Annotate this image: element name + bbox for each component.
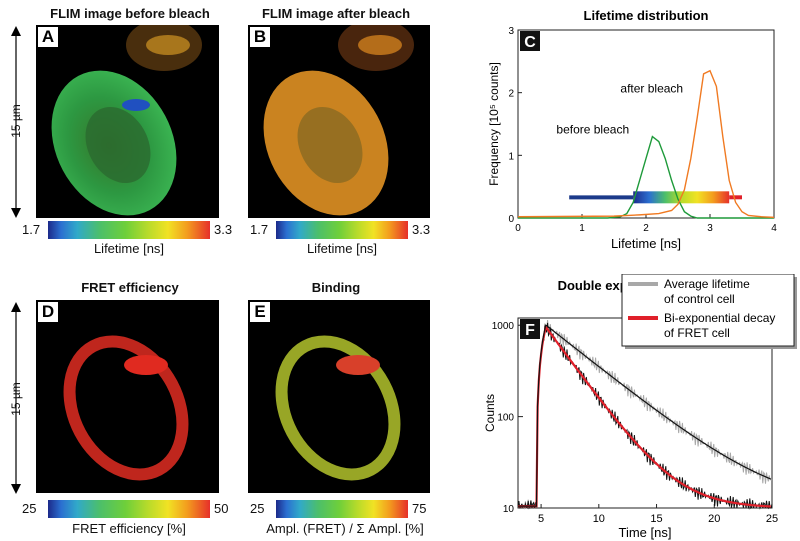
chart-c-ylabel: Frequency [10⁵ counts] xyxy=(487,62,501,186)
control-cell-decay-data xyxy=(517,319,773,510)
scale-bar-bottom-label: 15 µm xyxy=(8,382,23,416)
panel-a-cb-min: 1.7 xyxy=(22,222,41,237)
panel-e-title: Binding xyxy=(311,280,361,295)
chart-c-xlabel: Lifetime [ns] xyxy=(611,236,681,251)
chart-c-xtick-label: 4 xyxy=(771,223,777,234)
chart-c-xtick-label: 0 xyxy=(515,223,521,234)
chart-f-xtick-label: 5 xyxy=(538,513,544,525)
panel-d-cb-min: 25 xyxy=(22,501,37,516)
panel-a-letter: A xyxy=(38,27,58,47)
chart-c-xtick-label: 2 xyxy=(643,223,649,234)
chart-c-letter: C xyxy=(524,34,536,51)
chart-f-xtick-label: 25 xyxy=(766,513,778,525)
chart-f-ytick-label: 1000 xyxy=(492,321,515,332)
panel-e-colorbar xyxy=(276,500,408,518)
chart-c-title: Lifetime distribution xyxy=(584,8,709,23)
fret-efficiency-image: D xyxy=(36,300,219,493)
panel-a-colorbar xyxy=(48,221,210,239)
legend-entry-label: Bi-exponential decay xyxy=(664,311,775,325)
panel-d-title: FRET efficiency xyxy=(81,280,179,295)
chart-f-xtick-label: 15 xyxy=(650,513,662,525)
panel-e-cb-label: Ampl. (FRET) / Σ Ampl. [%] xyxy=(266,521,424,536)
chart-f-ylabel: Counts xyxy=(483,394,497,432)
panel-b-letter: B xyxy=(250,27,270,47)
cell-after-bleach xyxy=(263,25,414,216)
chart-c-ytick-label: 2 xyxy=(508,89,514,100)
legend-entry-label: Average lifetime xyxy=(664,277,750,291)
control-cell-fit-line xyxy=(518,324,772,507)
chart-f-xtick-label: 10 xyxy=(593,513,605,525)
panel-e-cb-max: 75 xyxy=(412,501,427,516)
chart-f-letter: F xyxy=(525,322,535,339)
chart-f-ytick-label: 100 xyxy=(497,413,514,424)
panel-d-cb-max: 50 xyxy=(214,501,229,516)
legend-entry-label-2: of control cell xyxy=(664,292,735,306)
fret-cell-fit-line xyxy=(518,325,771,508)
panel-a-cb-max: 3.3 xyxy=(214,222,233,237)
chart-c-xtick-label: 1 xyxy=(579,223,585,234)
panel-a-title: FLIM image before bleach xyxy=(50,6,210,21)
after-bleach-annotation: after bleach xyxy=(620,82,683,96)
panel-b-cb-max: 3.3 xyxy=(412,222,431,237)
scale-bar-bottom xyxy=(11,302,21,494)
chart-f-xlabel: Time [ns] xyxy=(619,525,672,540)
panel-e-cb-min: 25 xyxy=(250,501,265,516)
scale-bar-top xyxy=(11,26,21,218)
double-exponential-chart: Double exponential analysis5101520251010… xyxy=(483,274,797,540)
panel-d-cb-label: FRET efficiency [%] xyxy=(72,521,186,536)
panel-b-cb-min: 1.7 xyxy=(250,222,269,237)
cell-binding xyxy=(275,335,401,481)
chart-f-letter-bg xyxy=(520,319,540,339)
lifetime-distribution-chart: Lifetime distribution 0 1 2 3 4 0 1 2 3 Lifetime [… xyxy=(487,8,777,251)
chart-c-ytick-label: 0 xyxy=(508,214,514,225)
cell-before-bleach xyxy=(51,25,202,216)
panel-a-cb-label: Lifetime [ns] xyxy=(93,241,165,256)
chart-f-ytick-label: 10 xyxy=(503,504,515,515)
panel-b-cb-label: Lifetime [ns] xyxy=(306,241,378,256)
chart-f-xtick-label: 20 xyxy=(708,513,720,525)
after-bleach-line xyxy=(517,69,775,219)
panel-b-title: FLIM image after bleach xyxy=(261,6,411,21)
cell-fret-efficiency xyxy=(63,335,189,481)
chart-c-ytick-label: 1 xyxy=(508,151,514,162)
chart-c-ytick-label: 3 xyxy=(508,26,514,37)
legend-entry-label-2: of FRET cell xyxy=(664,326,730,340)
fret-cell-decay-data xyxy=(517,322,773,510)
panel-b-colorbar xyxy=(276,221,408,239)
chart-c-letter-bg xyxy=(520,31,540,51)
flim-before-image: A xyxy=(36,25,219,218)
panel-d-colorbar xyxy=(48,500,210,518)
chart-c-xtick-label: 3 xyxy=(707,223,713,234)
panel-d-letter: D xyxy=(38,302,58,322)
before-bleach-annotation: before bleach xyxy=(556,122,629,136)
panel-e-letter: E xyxy=(250,302,270,322)
scale-bar-top-label: 15 µm xyxy=(8,104,23,138)
binding-image: E xyxy=(248,300,430,493)
flim-after-image: B xyxy=(248,25,430,218)
